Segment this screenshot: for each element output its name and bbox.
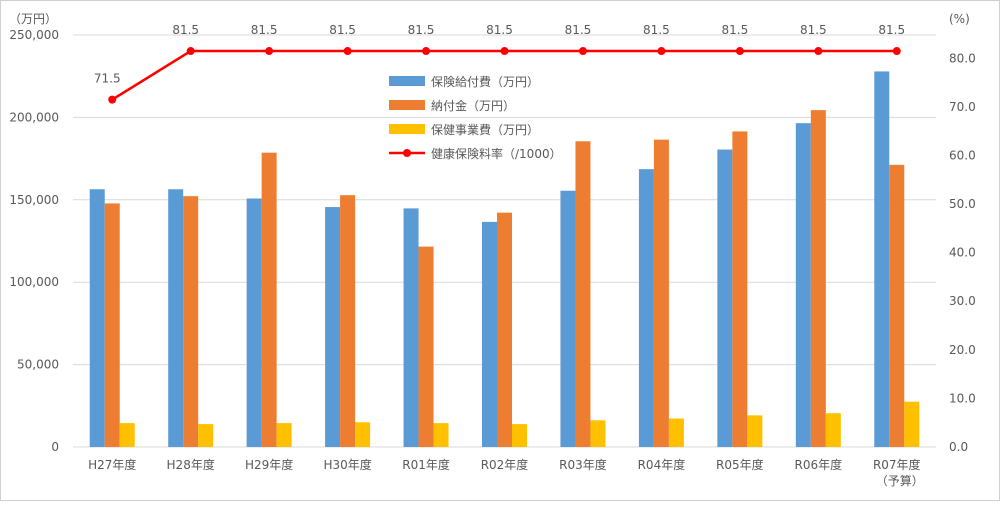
bar-health-program <box>668 418 684 447</box>
left-tick-label: 100,000 <box>9 275 59 289</box>
bar-benefits <box>89 189 105 447</box>
rate-line: 71.5 81.5 81.5 81.5 81.5 81.5 81.5 81.5 81.5 81.5… <box>94 23 905 104</box>
bar-health-program <box>276 423 292 447</box>
bar-contribution <box>340 195 356 447</box>
bar-contribution <box>261 152 277 447</box>
left-tick-label: 50,000 <box>17 358 59 372</box>
left-tick-label: 250,000 <box>9 28 59 42</box>
left-tick-label: 0 <box>51 440 59 454</box>
bar-contribution <box>497 212 512 447</box>
bar-contribution <box>418 246 434 447</box>
category-label: H30年度 <box>323 457 371 472</box>
bar-benefits <box>403 208 419 447</box>
rate-data-label: 81.5 <box>408 23 435 37</box>
bar-health-program <box>119 423 135 447</box>
bar-health-program <box>825 413 841 447</box>
rate-data-label: 81.5 <box>565 23 592 37</box>
bar-contribution <box>575 141 591 447</box>
left-axis-title: （万円） <box>9 12 57 26</box>
left-tick-label: 200,000 <box>9 110 59 124</box>
legend-marker <box>403 149 411 157</box>
rate-data-label: 81.5 <box>643 23 670 37</box>
legend-swatch <box>389 124 425 134</box>
right-tick-label: 60.0 <box>949 148 976 162</box>
rate-point <box>657 47 666 56</box>
bar-health-program <box>198 424 214 447</box>
rate-data-label: 81.5 <box>800 23 827 37</box>
rate-data-label: 81.5 <box>878 23 905 37</box>
bar-benefits <box>325 207 341 447</box>
legend: 保険給付費（万円） 納付金（万円） 保健事業費（万円） 健康保険料率（/1000） <box>389 74 562 161</box>
rate-data-label: 81.5 <box>329 23 356 37</box>
legend-label: 健康保険料率（/1000） <box>431 146 562 161</box>
bar-health-program <box>512 424 527 447</box>
bar-benefits <box>482 221 497 447</box>
category-label: H28年度 <box>167 457 215 472</box>
right-tick-label: 30.0 <box>949 294 976 308</box>
right-tick-label: 0.0 <box>949 440 968 454</box>
bar-benefits <box>168 189 184 447</box>
category-sublabel: （予算） <box>876 473 924 488</box>
category-label: R02年度 <box>481 457 529 472</box>
bar-health-program <box>904 401 920 447</box>
bar-health-program <box>355 422 371 447</box>
rate-point <box>265 47 274 56</box>
right-tick-label: 80.0 <box>949 51 976 65</box>
rate-point <box>500 47 509 56</box>
rate-data-label: 81.5 <box>172 23 199 37</box>
rate-data-label: 71.5 <box>94 72 121 86</box>
category-label: R05年度 <box>716 457 764 472</box>
bar-contribution <box>732 131 748 447</box>
category-label: R07年度 <box>873 457 921 472</box>
category-label: R06年度 <box>795 457 843 472</box>
rate-point <box>892 47 901 56</box>
right-tick-label: 40.0 <box>949 246 976 260</box>
legend-swatch <box>389 100 425 110</box>
category-label: R03年度 <box>559 457 607 472</box>
rate-point <box>578 47 587 56</box>
right-tick-label: 20.0 <box>949 343 976 357</box>
bar-contribution <box>889 164 905 447</box>
bar-benefits <box>638 169 654 447</box>
bar-health-program <box>433 423 449 447</box>
legend-swatch <box>389 76 425 86</box>
axes: （万円） (%) 0 50,000 100,000 150,000 200,000 250… <box>9 12 976 488</box>
bar-benefits <box>874 71 890 447</box>
left-tick-label: 150,000 <box>9 193 59 207</box>
legend-label: 保険給付費（万円） <box>431 74 539 89</box>
category-label: R04年度 <box>638 457 686 472</box>
bar-benefits <box>560 190 576 447</box>
category-label: H29年度 <box>245 457 293 472</box>
right-tick-label: 50.0 <box>949 197 976 211</box>
right-tick-label: 10.0 <box>949 391 976 405</box>
bars <box>89 71 920 447</box>
bar-contribution <box>183 196 199 447</box>
bar-benefits <box>795 123 811 447</box>
bar-benefits <box>246 198 262 447</box>
rate-point <box>186 47 195 56</box>
rate-point <box>814 47 823 56</box>
legend-label: 納付金（万円） <box>431 98 515 113</box>
right-axis-title: (%) <box>949 12 970 26</box>
rate-point <box>343 47 352 56</box>
right-tick-label: 70.0 <box>949 100 976 114</box>
bar-contribution <box>810 110 826 447</box>
rate-data-label: 81.5 <box>722 23 749 37</box>
bar-contribution <box>104 203 120 447</box>
category-label: H27年度 <box>88 457 136 472</box>
legend-label: 保健事業費（万円） <box>431 122 539 137</box>
rate-point <box>108 95 117 104</box>
bar-health-program <box>747 415 763 447</box>
bar-contribution <box>653 139 669 447</box>
category-label: R01年度 <box>402 457 450 472</box>
rate-data-label: 81.5 <box>486 23 513 37</box>
rate-point <box>422 47 431 56</box>
bar-health-program <box>590 420 606 447</box>
rate-data-label: 81.5 <box>251 23 278 37</box>
rate-point <box>735 47 744 56</box>
bar-benefits <box>717 149 733 447</box>
